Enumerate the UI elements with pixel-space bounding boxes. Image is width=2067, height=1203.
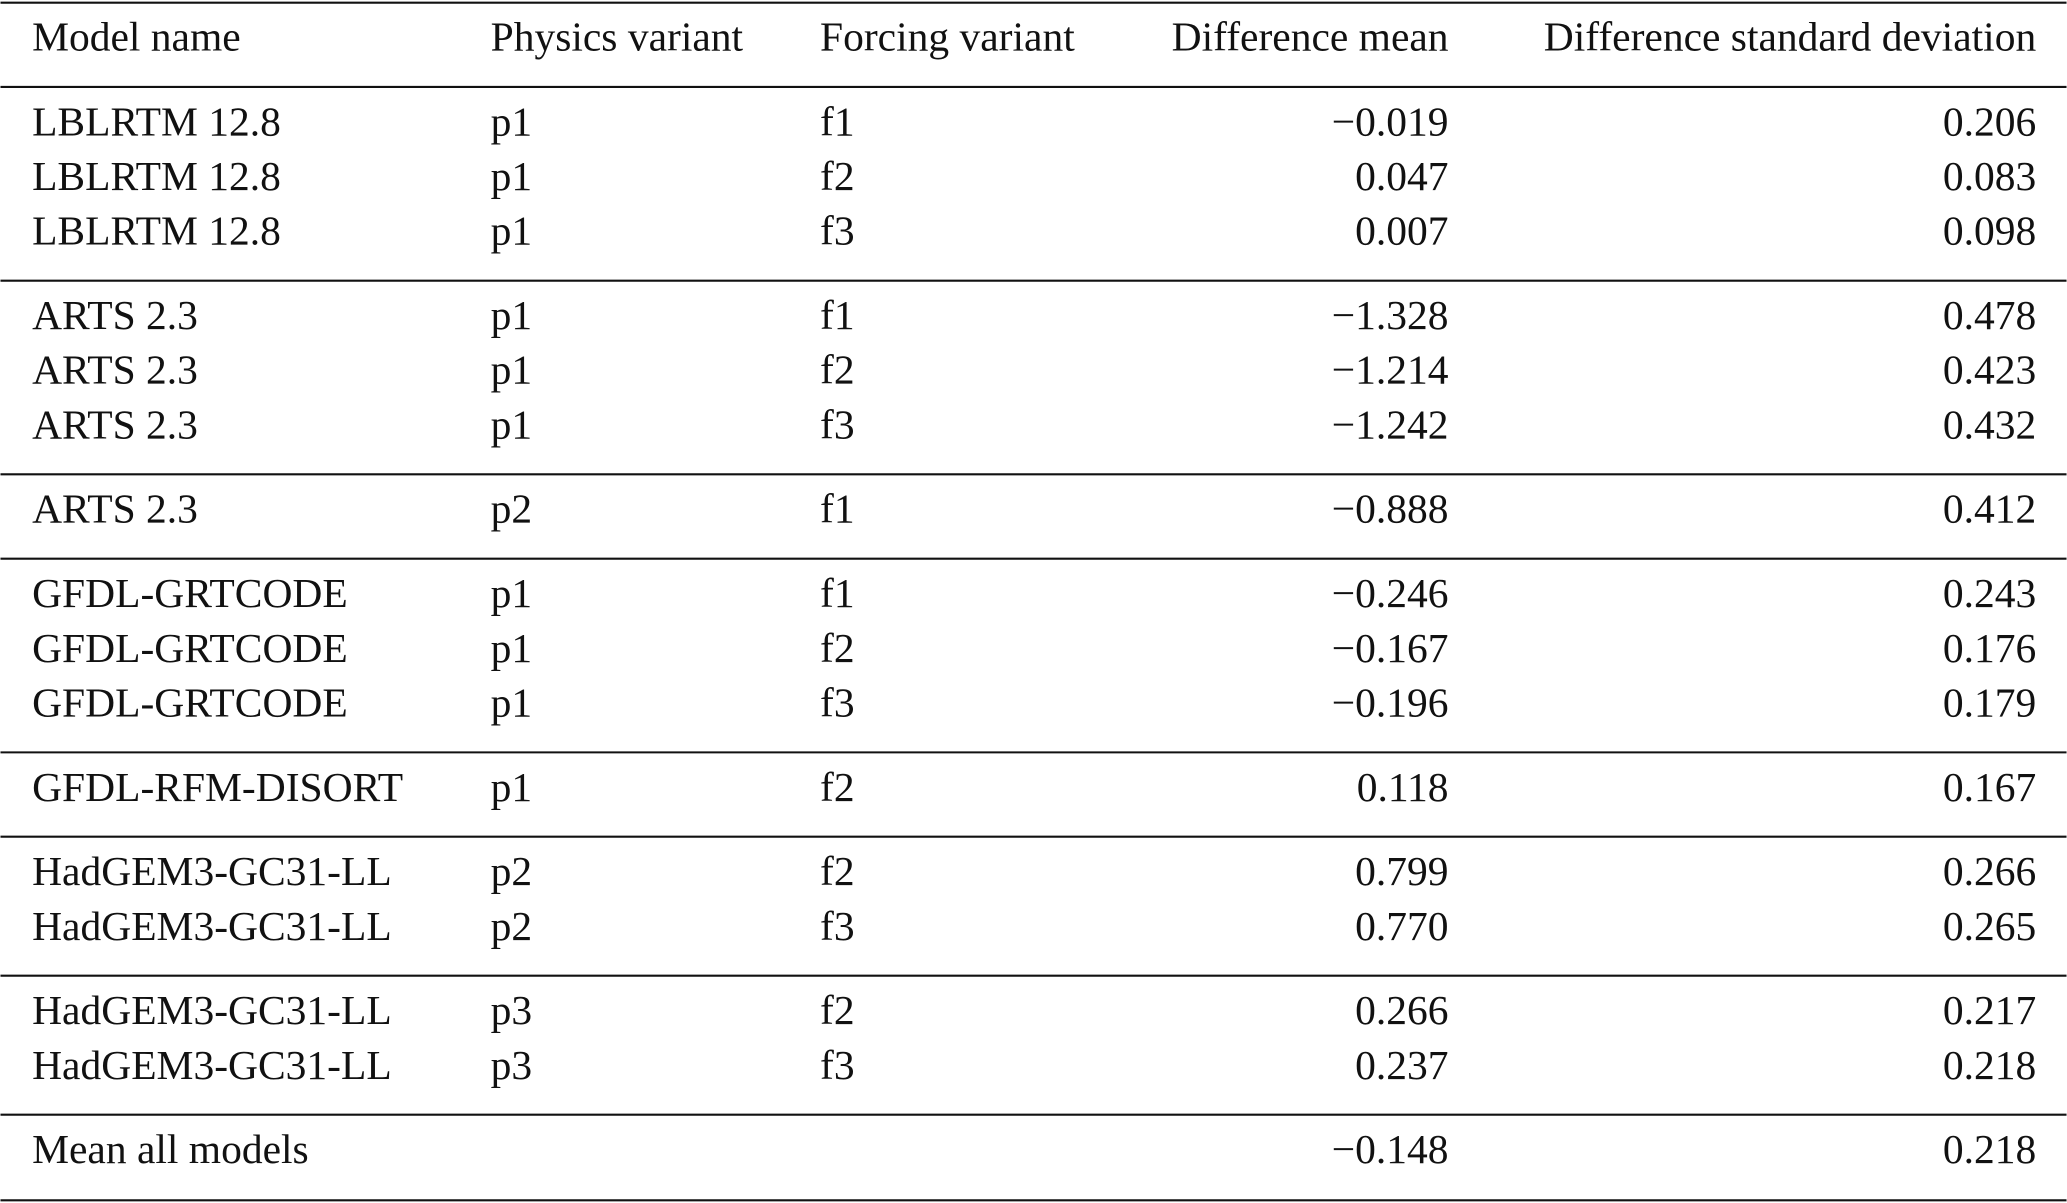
- table-cell: p3: [491, 1042, 532, 1088]
- table-cell: 0.217: [1943, 987, 2036, 1033]
- table-cell: f2: [820, 764, 855, 810]
- table-cell: 0.176: [1943, 625, 2036, 671]
- table-cell: ARTS 2.3: [32, 347, 198, 393]
- header-cell: Difference standard deviation: [1544, 13, 2037, 59]
- table-cell: f3: [820, 208, 855, 254]
- table-cell: −0.019: [1332, 98, 1449, 144]
- table-cell: HadGEM3-GC31-LL: [32, 848, 392, 894]
- header-cell: Forcing variant: [820, 13, 1075, 59]
- table-cell: ARTS 2.3: [32, 401, 198, 447]
- table-cell: p1: [491, 98, 532, 144]
- table-cell: Mean all models: [32, 1126, 309, 1172]
- table-cell: p2: [491, 903, 532, 949]
- table-cell: 0.167: [1943, 764, 2036, 810]
- table-cell: LBLRTM 12.8: [32, 153, 281, 199]
- table-cell: 0.243: [1943, 570, 2036, 616]
- table-cell: f3: [820, 679, 855, 725]
- table-cell: LBLRTM 12.8: [32, 98, 281, 144]
- table-cell: p1: [491, 292, 532, 338]
- table-cell: 0.770: [1355, 903, 1448, 949]
- table-cell: f1: [820, 486, 855, 532]
- table-cell: p1: [491, 764, 532, 810]
- table-cell: p2: [491, 848, 532, 894]
- table-cell: −0.246: [1332, 570, 1449, 616]
- table-cell: f2: [820, 347, 855, 393]
- table-cell: 0.266: [1355, 987, 1448, 1033]
- table-cell: −1.242: [1332, 401, 1449, 447]
- table-cell: −0.196: [1332, 679, 1449, 725]
- table-cell: 0.478: [1943, 292, 2036, 338]
- table-cell: f3: [820, 1042, 855, 1088]
- table-cell: ARTS 2.3: [32, 292, 198, 338]
- table-cell: f1: [820, 570, 855, 616]
- table-cell: 0.098: [1943, 208, 2036, 254]
- table-cell: −0.167: [1332, 625, 1449, 671]
- table-cell: p1: [491, 153, 532, 199]
- table-cell: GFDL-GRTCODE: [32, 625, 348, 671]
- table-cell: 0.206: [1943, 98, 2036, 144]
- table-cell: f2: [820, 848, 855, 894]
- header-cell: Difference mean: [1172, 13, 1449, 59]
- table-cell: f2: [820, 153, 855, 199]
- table-cell: 0.047: [1355, 153, 1448, 199]
- table-cell: GFDL-GRTCODE: [32, 570, 348, 616]
- table-cell: f3: [820, 903, 855, 949]
- table-cell: 0.265: [1943, 903, 2036, 949]
- header-cell: Physics variant: [491, 13, 744, 59]
- table-cell: 0.237: [1355, 1042, 1448, 1088]
- table-cell: p1: [491, 208, 532, 254]
- table-cell: p1: [491, 679, 532, 725]
- table-cell: GFDL-GRTCODE: [32, 679, 348, 725]
- table-cell: −1.214: [1332, 347, 1449, 393]
- table-cell: GFDL-RFM-DISORT: [32, 764, 403, 810]
- table-cell: f1: [820, 98, 855, 144]
- table-cell: 0.083: [1943, 153, 2036, 199]
- header-cell: Model name: [32, 13, 241, 59]
- table-cell: 0.007: [1355, 208, 1448, 254]
- table-cell: 0.412: [1943, 486, 2036, 532]
- table-cell: 0.179: [1943, 679, 2036, 725]
- table-cell: −1.328: [1332, 292, 1449, 338]
- table-cell: HadGEM3-GC31-LL: [32, 903, 392, 949]
- table-cell: f1: [820, 292, 855, 338]
- table-cell: p1: [491, 347, 532, 393]
- table-cell: f3: [820, 401, 855, 447]
- table-cell: 0.266: [1943, 848, 2036, 894]
- table-cell: 0.118: [1357, 764, 1449, 810]
- table-cell: LBLRTM 12.8: [32, 208, 281, 254]
- table-cell: p1: [491, 570, 532, 616]
- table-cell: p1: [491, 401, 532, 447]
- table-cell: p1: [491, 625, 532, 671]
- table-cell: f2: [820, 625, 855, 671]
- table-cell: 0.799: [1355, 848, 1448, 894]
- table-cell: ARTS 2.3: [32, 486, 198, 532]
- table-cell: −0.148: [1332, 1126, 1449, 1172]
- table-cell: p3: [491, 987, 532, 1033]
- table-cell: −0.888: [1332, 486, 1449, 532]
- table-cell: 0.218: [1943, 1126, 2036, 1172]
- table-cell: 0.432: [1943, 401, 2036, 447]
- table-cell: f2: [820, 987, 855, 1033]
- table-cell: 0.218: [1943, 1042, 2036, 1088]
- table-cell: HadGEM3-GC31-LL: [32, 1042, 392, 1088]
- table-cell: 0.423: [1943, 347, 2036, 393]
- table-cell: HadGEM3-GC31-LL: [32, 987, 392, 1033]
- table-cell: p2: [491, 486, 532, 532]
